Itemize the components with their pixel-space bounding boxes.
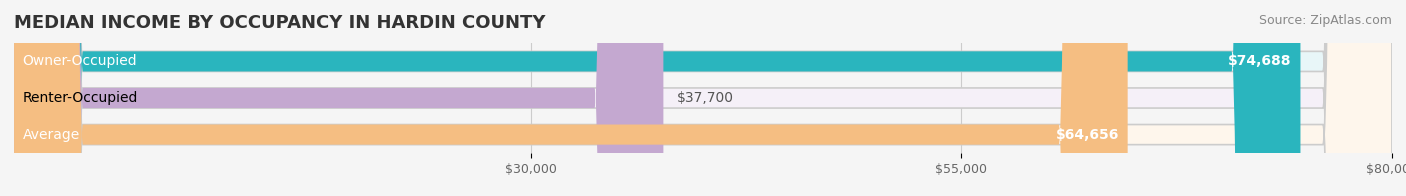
Text: $37,700: $37,700 [678,91,734,105]
FancyBboxPatch shape [14,0,1392,196]
FancyBboxPatch shape [14,0,1128,196]
Text: Owner-Occupied: Owner-Occupied [22,54,138,68]
Text: Renter-Occupied: Renter-Occupied [22,91,138,105]
Text: MEDIAN INCOME BY OCCUPANCY IN HARDIN COUNTY: MEDIAN INCOME BY OCCUPANCY IN HARDIN COU… [14,14,546,32]
Text: Source: ZipAtlas.com: Source: ZipAtlas.com [1258,14,1392,27]
FancyBboxPatch shape [14,0,664,196]
Text: $64,656: $64,656 [1056,128,1119,142]
FancyBboxPatch shape [14,0,1392,196]
Text: $74,688: $74,688 [1229,54,1292,68]
FancyBboxPatch shape [14,0,1301,196]
FancyBboxPatch shape [14,0,1392,196]
Text: Average: Average [22,128,80,142]
